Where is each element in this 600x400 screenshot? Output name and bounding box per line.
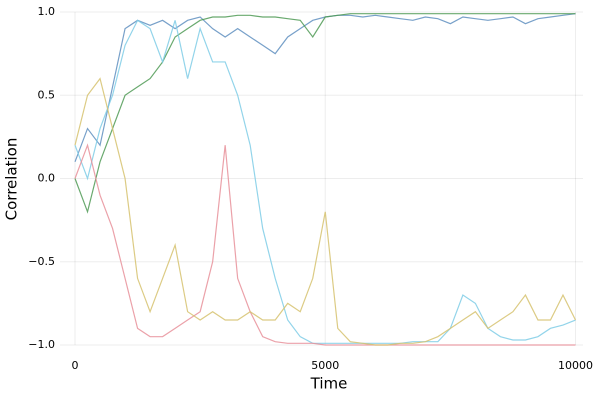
series-line: [74, 19, 576, 344]
y-tick-label: 0.0: [38, 172, 56, 185]
y-tick-label: −1.0: [28, 338, 55, 351]
x-tick-label: 5000: [311, 359, 339, 372]
y-tick-label: −0.5: [28, 255, 55, 268]
x-tick-label: 10000: [558, 359, 593, 372]
series-line: [74, 13, 576, 214]
series-line: [74, 77, 577, 346]
y-tick-label: 0.5: [38, 88, 56, 101]
x-tick-label: 0: [72, 359, 79, 372]
y-tick-label: 1.0: [38, 5, 56, 18]
y-axis-title: Correlation: [3, 138, 21, 221]
series-line: [74, 143, 576, 346]
x-axis-title: Time: [310, 375, 348, 393]
